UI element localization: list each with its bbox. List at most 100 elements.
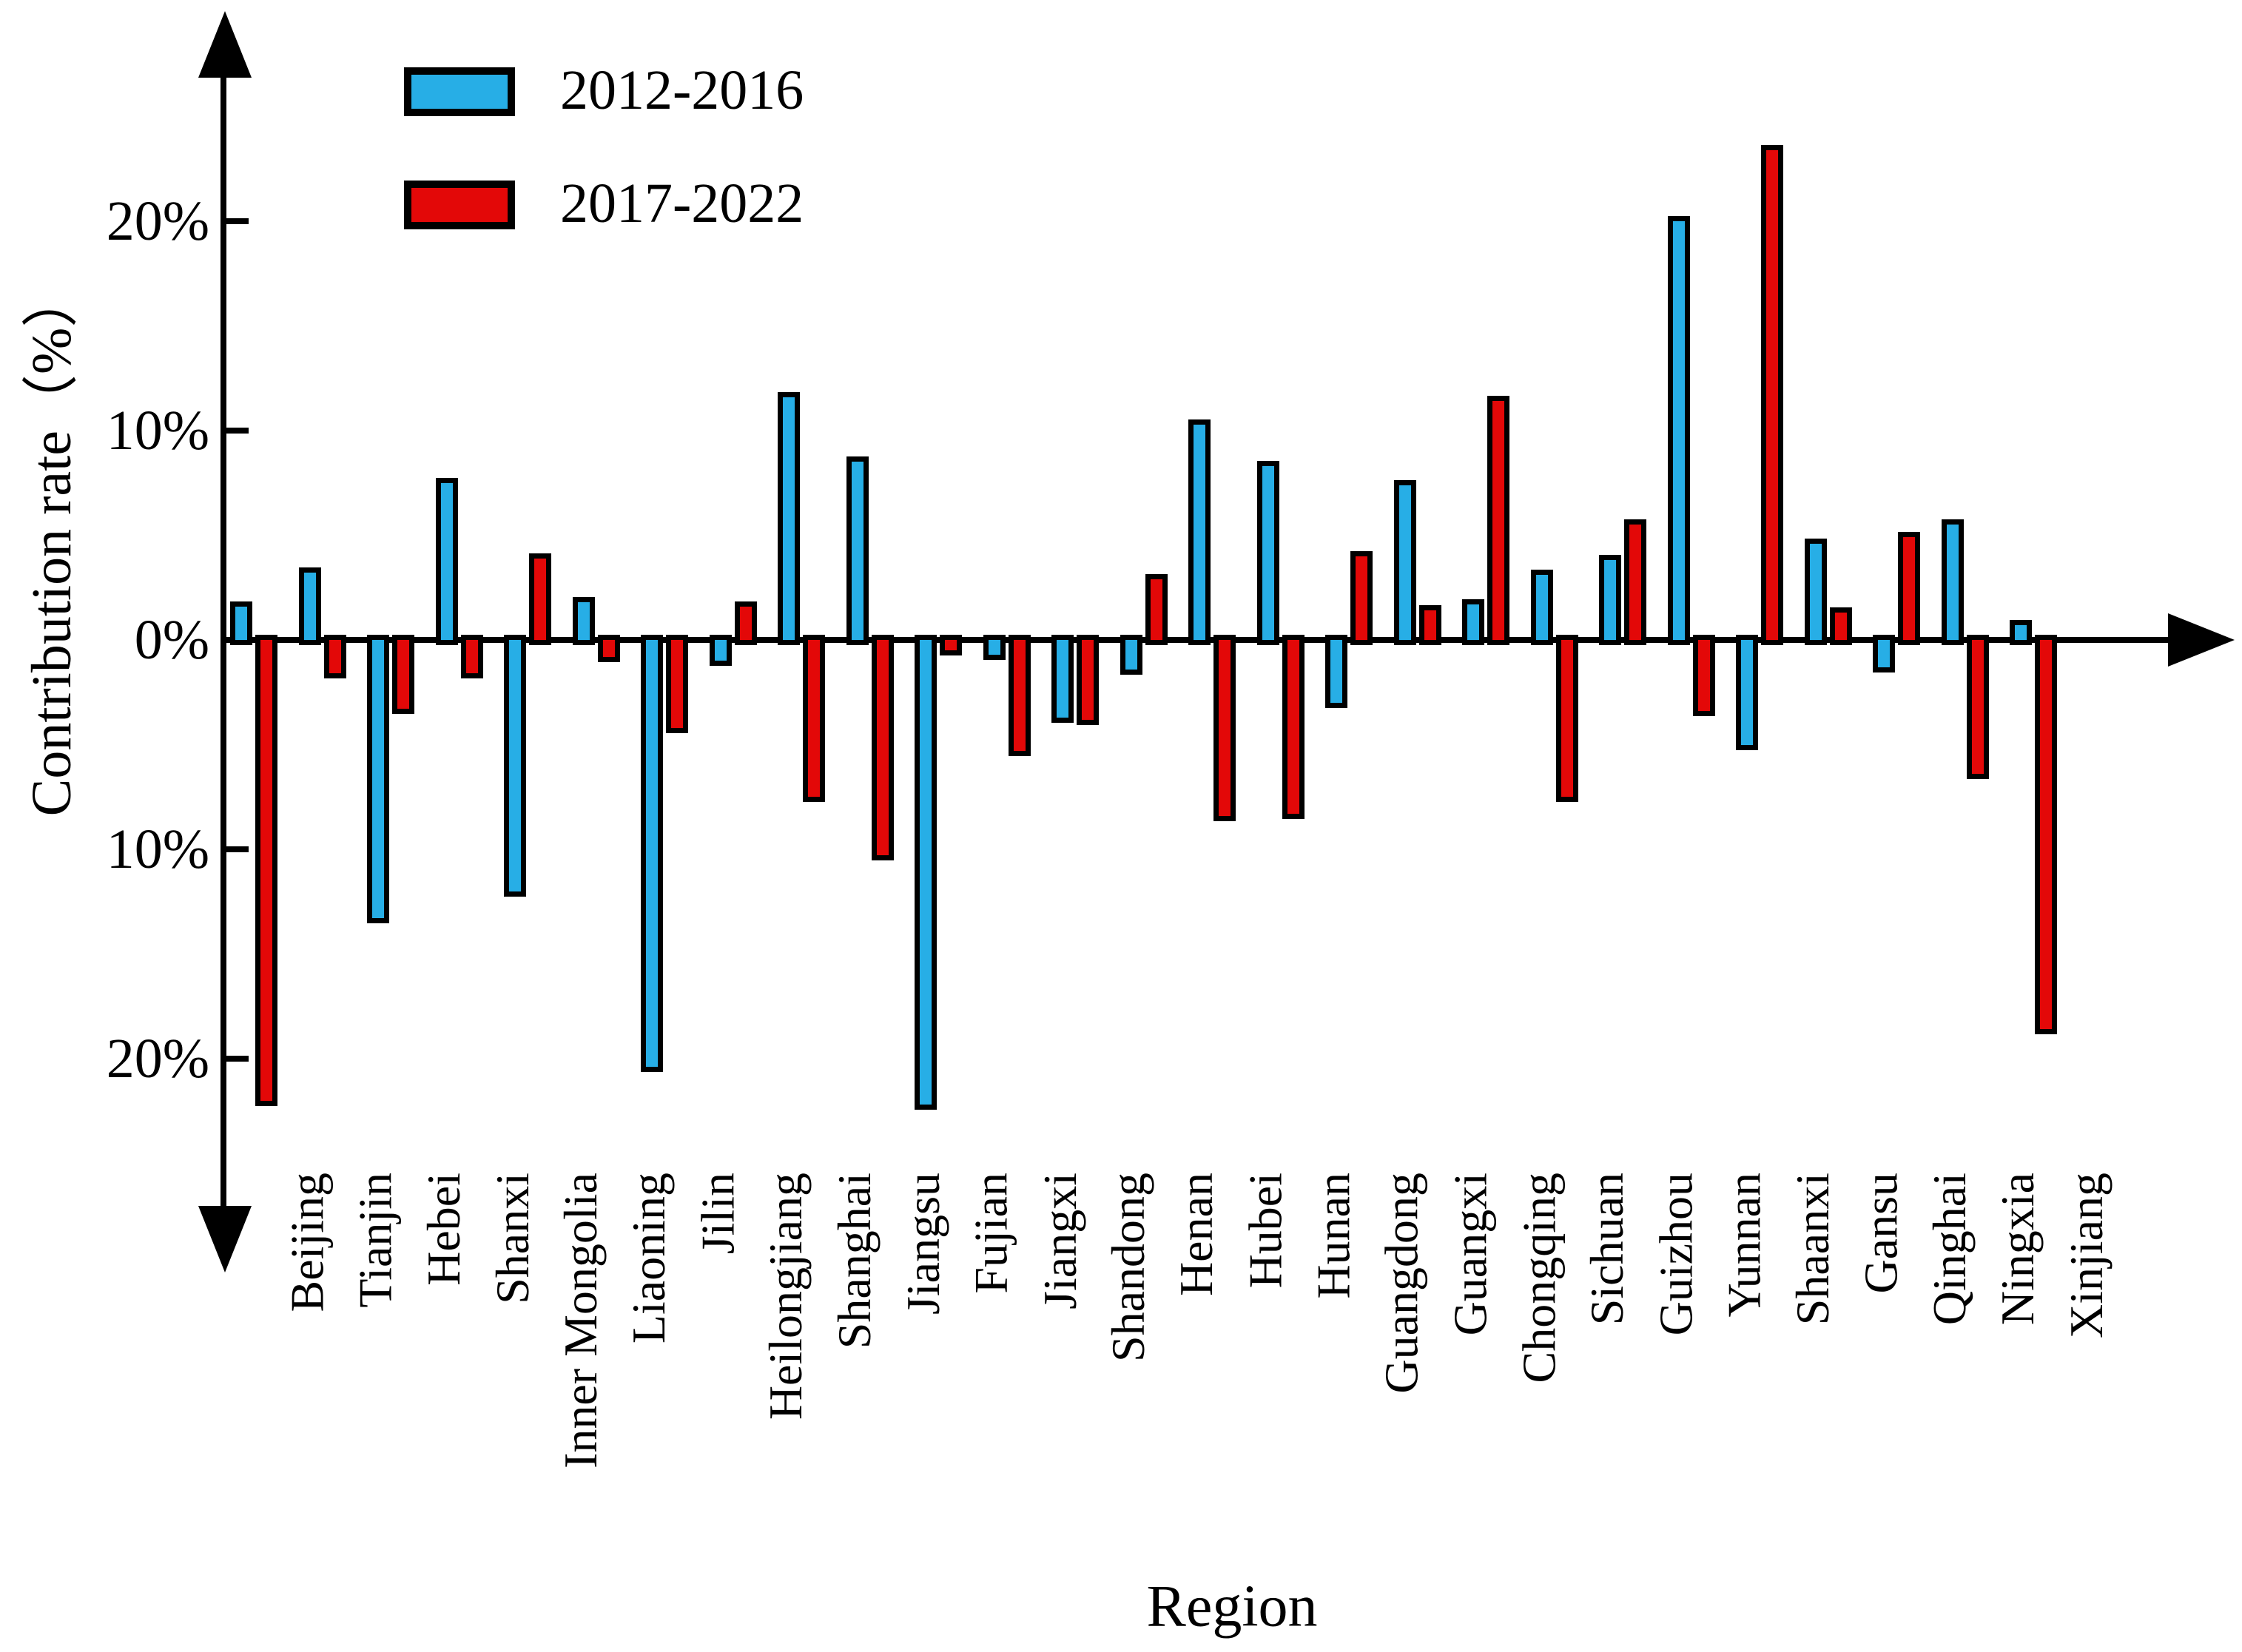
- bar-2012-2016-Qinghai: [1873, 635, 1895, 672]
- x-axis-title: Region: [1146, 1574, 1318, 1639]
- bar-2012-2016-Henan: [1120, 635, 1142, 675]
- bar-2017-2022-Beijing: [255, 635, 277, 1106]
- legend-swatch-2017-2022: [404, 181, 515, 229]
- bar-2017-2022-Shanghai: [803, 635, 825, 803]
- bar-2017-2022-Henan: [1145, 573, 1168, 645]
- y-axis-arrow-up-icon: [198, 11, 252, 78]
- bar-2017-2022-Tianjin: [323, 635, 346, 679]
- x-axis-label-chongqing: Chongqing: [1512, 1173, 1565, 1383]
- x-axis-label-qinghai: Qinghai: [1923, 1173, 1976, 1326]
- x-axis-label-fujian: Fujian: [965, 1173, 1017, 1294]
- bar-2012-2016-Guangdong: [1325, 635, 1347, 708]
- bar-2012-2016-Shanxi: [435, 477, 458, 645]
- bar-2012-2016-Shaanxi: [1736, 635, 1758, 750]
- x-axis-label-shanxi: Shanxi: [485, 1173, 539, 1304]
- y-tick-20%-neg: [221, 1056, 249, 1062]
- bar-2017-2022-Hebei: [392, 635, 414, 715]
- y-tick-10%-neg: [221, 846, 249, 852]
- bar-2017-2022-Inner Mongolia: [529, 553, 551, 645]
- bar-2012-2016-Hunan: [1256, 461, 1279, 645]
- bar-2017-2022-Shaanxi: [1761, 144, 1783, 645]
- x-axis-label-jilin: Jilin: [691, 1173, 744, 1255]
- y-tick-20%: [221, 218, 249, 224]
- bar-2017-2022-Fujian: [940, 635, 962, 656]
- bar-2017-2022-Hunan: [1282, 635, 1305, 819]
- bar-2017-2022-Ningxia: [1966, 635, 1989, 780]
- bar-2017-2022-Xinjiang: [2035, 635, 2057, 1035]
- bar-2012-2016-Heilongjiang: [709, 635, 732, 667]
- bar-2012-2016-Hebei: [367, 635, 389, 924]
- bar-2012-2016-Jiangsu: [846, 456, 869, 645]
- y-axis-title: Contribution rate（%）: [21, 271, 83, 817]
- x-axis-label-henan: Henan: [1170, 1173, 1223, 1297]
- x-axis-label-liaoning: Liaoning: [622, 1173, 676, 1344]
- bar-2012-2016-Yunnan: [1667, 216, 1690, 645]
- bar-2012-2016-Beijing: [230, 601, 252, 645]
- y-tick-label: 0%: [134, 609, 209, 671]
- x-axis-arrow-right-icon: [2168, 613, 2235, 667]
- y-tick-10%: [221, 428, 249, 434]
- x-axis-label-xinjiang: Xinjiang: [2060, 1173, 2113, 1338]
- y-tick-label: 10%: [106, 818, 209, 880]
- x-axis-label-tianjin: Tianjin: [349, 1173, 402, 1308]
- bar-2017-2022-Guangdong: [1350, 550, 1373, 645]
- bar-2017-2022-Guangxi: [1418, 605, 1441, 645]
- legend-label-2017-2022: 2017-2022: [560, 172, 804, 235]
- x-axis-label-ningxia: Ningxia: [1991, 1173, 2044, 1326]
- bar-2017-2022-Gansu: [1829, 607, 1852, 645]
- bar-2012-2016-Chongqing: [1462, 599, 1484, 645]
- bar-2017-2022-Jiangxi: [1008, 635, 1031, 756]
- bar-2012-2016-Shanghai: [778, 391, 800, 645]
- bar-2012-2016-Jilin: [641, 635, 663, 1073]
- bar-2012-2016-Liaoning: [572, 597, 595, 645]
- bar-2017-2022-Hubei: [1213, 635, 1236, 821]
- x-axis-label-guangxi: Guangxi: [1444, 1173, 1497, 1336]
- x-axis-label-jiangxi: Jiangxi: [1033, 1173, 1086, 1309]
- bar-2012-2016-Hubei: [1188, 419, 1211, 645]
- bar-2012-2016-Inner Mongolia: [504, 635, 526, 897]
- x-axis-label-hubei: Hubei: [1239, 1173, 1291, 1289]
- bar-2017-2022-Heilongjiang: [734, 601, 757, 645]
- x-axis-label-guangdong: Guangdong: [1376, 1173, 1428, 1394]
- bar-2017-2022-Chongqing: [1487, 396, 1509, 645]
- x-axis-label-sichuan: Sichuan: [1580, 1173, 1634, 1326]
- x-axis-label-jiangsu: Jiangsu: [896, 1173, 949, 1315]
- bar-2012-2016-Ningxia: [1941, 519, 1964, 645]
- bar-2012-2016-Guizhou: [1599, 555, 1621, 645]
- bar-2017-2022-Shandong: [1077, 635, 1099, 725]
- y-tick-label: 20%: [106, 190, 209, 252]
- x-axis-label-beijing: Beijing: [280, 1173, 333, 1312]
- bar-2017-2022-Sichuan: [1555, 635, 1578, 803]
- bar-2017-2022-Liaoning: [597, 635, 620, 662]
- x-axis-label-hunan: Hunan: [1307, 1173, 1360, 1299]
- x-axis-label-shaanxi: Shaanxi: [1786, 1173, 1839, 1326]
- x-axis-label-shandong: Shandong: [1102, 1173, 1154, 1362]
- bar-2012-2016-Shandong: [1051, 635, 1074, 723]
- bar-2017-2022-Yunnan: [1692, 635, 1715, 717]
- legend-swatch-2012-2016: [404, 67, 515, 116]
- x-axis-label-guizhou: Guizhou: [1649, 1173, 1702, 1336]
- bar-2017-2022-Qinghai: [1898, 532, 1920, 645]
- bar-2017-2022-Shanxi: [460, 635, 483, 679]
- bar-2012-2016-Sichuan: [1530, 570, 1553, 645]
- bar-2012-2016-Fujian: [915, 635, 937, 1110]
- x-axis-label-inner-mongolia: Inner Mongolia: [554, 1173, 607, 1469]
- bar-2012-2016-Gansu: [1804, 538, 1827, 645]
- bar-2017-2022-Jiangsu: [871, 635, 894, 861]
- bar-2017-2022-Jilin: [666, 635, 688, 733]
- x-axis-label-hebei: Hebei: [417, 1173, 470, 1286]
- bar-2012-2016-Jiangxi: [983, 635, 1006, 660]
- x-axis-label-heilongjiang: Heilongjiang: [759, 1173, 812, 1420]
- bar-2017-2022-Guizhou: [1624, 519, 1646, 645]
- y-tick-label: 10%: [106, 399, 209, 462]
- bar-2012-2016-Guangxi: [1393, 479, 1416, 645]
- x-axis-label-gansu: Gansu: [1854, 1173, 1908, 1294]
- y-tick-label: 20%: [106, 1028, 209, 1090]
- x-axis-label-shanghai: Shanghai: [828, 1173, 881, 1349]
- x-axis-label-yunnan: Yunnan: [1717, 1173, 1771, 1318]
- legend-label-2012-2016: 2012-2016: [560, 59, 804, 121]
- bar-2012-2016-Tianjin: [298, 567, 321, 645]
- y-axis-arrow-down-icon: [198, 1206, 252, 1272]
- bar-2012-2016-Xinjiang: [2010, 620, 2032, 645]
